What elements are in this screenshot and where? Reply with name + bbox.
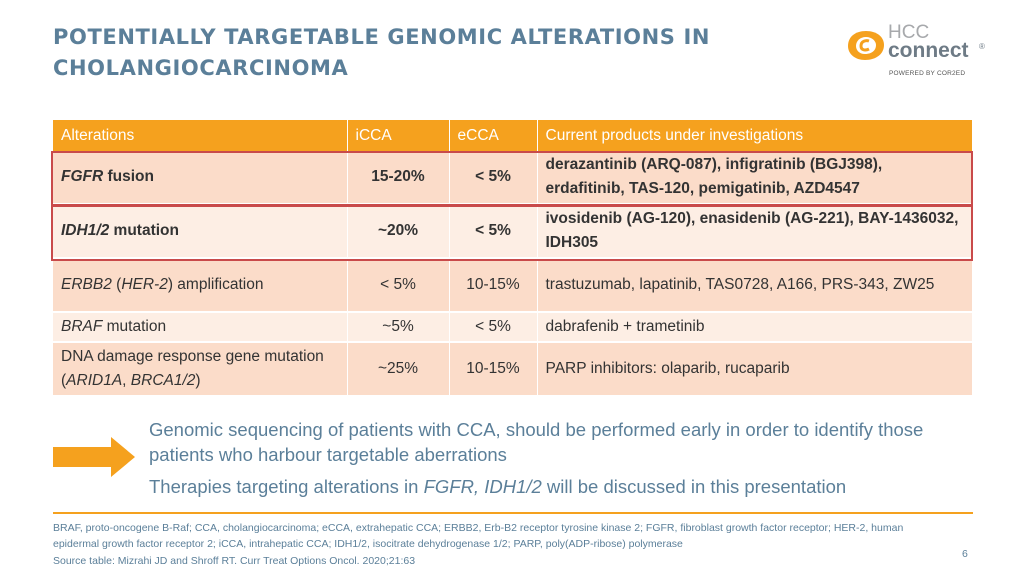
table-row: IDH1/2 mutation ~20% < 5% ivosidenib (AG… — [53, 204, 973, 259]
slide-title: POTENTIALLY TARGETABLE GENOMIC ALTERATIO… — [53, 25, 711, 80]
logo-powered-by: POWERED BY COR2ED — [889, 70, 966, 77]
logo-icon — [848, 31, 884, 60]
icca-cell: ~20% — [347, 204, 450, 259]
products-cell: dabrafenib + trametinib — [537, 312, 973, 343]
alteration-cell: BRAF mutation — [53, 312, 348, 343]
page-number: 6 — [962, 548, 968, 560]
icca-cell: 15-20% — [347, 151, 450, 205]
ecca-cell: < 5% — [449, 312, 538, 343]
key-message-therapies: Therapies targeting alterations in FGFR,… — [149, 476, 847, 497]
header-alterations: Alterations — [53, 120, 348, 151]
header-products: Current products under investigations — [537, 120, 973, 151]
products-cell: PARP inhibitors: olaparib, rucaparib — [537, 342, 973, 397]
table-row: BRAF mutation ~5% < 5% dabrafenib + tram… — [53, 312, 973, 343]
alteration-cell: DNA damage response gene mutation (ARID1… — [53, 342, 348, 397]
arrow-right-icon — [53, 437, 135, 477]
table-row: DNA damage response gene mutation (ARID1… — [53, 342, 973, 397]
alterations-table: Alterations iCCA eCCA Current products u… — [53, 120, 973, 397]
key-message-sequencing: Genomic sequencing of patients with CCA,… — [149, 419, 924, 465]
abbreviations-footnote: BRAF, proto-oncogene B-Raf; CCA, cholang… — [53, 522, 904, 550]
alteration-cell: FGFR fusion — [53, 151, 348, 205]
table-row: FGFR fusion 15-20% < 5% derazantinib (AR… — [53, 151, 973, 205]
alteration-cell: IDH1/2 mutation — [53, 204, 348, 259]
products-cell: derazantinib (ARQ-087), infigratinib (BG… — [537, 151, 973, 205]
logo-text-connect: connect — [888, 39, 969, 62]
icca-cell: < 5% — [347, 258, 450, 313]
products-cell: ivosidenib (AG-120), enasidenib (AG-221)… — [537, 204, 973, 259]
table-header-row: Alterations iCCA eCCA Current products u… — [53, 120, 973, 151]
header-icca: iCCA — [347, 120, 450, 151]
ecca-cell: < 5% — [449, 151, 538, 205]
logo-registered-mark: ® — [979, 42, 985, 51]
alteration-cell: ERBB2 (HER-2) amplification — [53, 258, 348, 313]
products-cell: trastuzumab, lapatinib, TAS0728, A166, P… — [537, 258, 973, 313]
source-citation: Source table: Mizrahi JD and Shroff RT. … — [53, 555, 416, 567]
icca-cell: ~5% — [347, 312, 450, 343]
ecca-cell: < 5% — [449, 204, 538, 259]
logo-text-hcc: HCC — [888, 22, 930, 43]
header-ecca: eCCA — [449, 120, 538, 151]
icca-cell: ~25% — [347, 342, 450, 397]
ecca-cell: 10-15% — [449, 258, 538, 313]
hcc-connect-logo: HCC connect ® POWERED BY COR2ED — [846, 22, 986, 82]
table-row: ERBB2 (HER-2) amplification < 5% 10-15% … — [53, 258, 973, 313]
footer-divider — [53, 512, 973, 514]
ecca-cell: 10-15% — [449, 342, 538, 397]
